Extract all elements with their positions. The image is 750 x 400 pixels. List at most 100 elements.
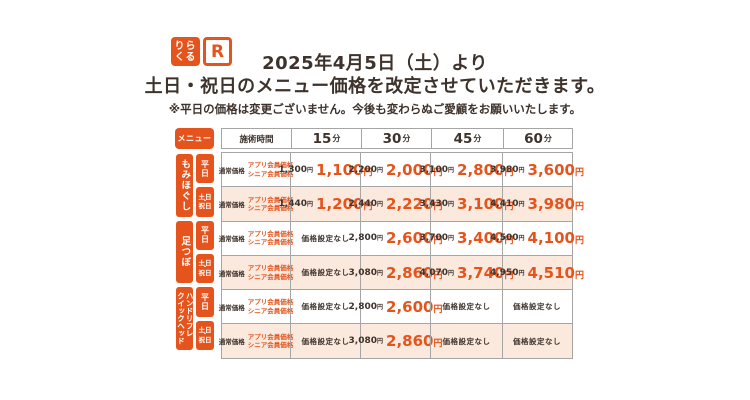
day-label-part: 土日 [198,325,212,334]
no-price-text: 価格設定なし [301,268,350,278]
category-label: もみほぐし [176,154,193,217]
table-row: 通常価格 アプリ会員価格 シニア会員価格 1,300円 1,100円 2,200円 2,00… [219,153,584,187]
yen-suffix: 円 [377,166,384,174]
yen-suffix: 円 [574,167,584,178]
member-price: 4,100円 [527,229,584,248]
duration-number: 60 [524,130,543,147]
yen-suffix: 円 [433,304,443,315]
price-type-cell: 通常価格 アプリ会員価格 シニア会員価格 [218,256,294,289]
yen-suffix: 円 [377,338,384,346]
price-cell: 3,700円 3,400円 [420,221,513,255]
member-price-label: アプリ会員価格 シニア会員価格 [247,161,294,178]
day-label: 平日 [196,220,214,251]
day-label: 土日・祝日 [196,320,214,351]
price-cell: 3,430円 3,100円 [420,187,513,221]
member-price: 3,600円 [527,160,584,179]
price-cell: 2,200円 2,000円 [349,153,442,187]
member-price: 3,400円 [457,229,514,248]
regular-price: 4,410円 [490,198,525,209]
regular-price: 3,430円 [419,198,455,209]
price-type-cell: 通常価格 アプリ会員価格 シニア会員価格 [219,153,294,186]
yen-suffix: 円 [518,166,525,174]
day-label-part: 土日 [198,192,212,201]
table-row: 通常価格 アプリ会員価格 シニア会員価格 価格設定なし 2,800円 2,600円 3,70… [218,220,584,255]
price-cell: 2,800円 2,600円 [349,221,442,255]
price-type-cell: 通常価格 アプリ会員価格 シニア会員価格 [218,222,294,255]
member-price: 3,980円 [527,194,584,213]
table-body: 通常価格 アプリ会員価格 シニア会員価格 1,300円 1,100円 2,200円 2,00… [218,152,584,359]
category-label: 足つぼ [176,220,193,284]
price-cell: 価格設定なし [502,324,571,358]
regular-price-label: 通常価格 [218,303,245,312]
riraku-logo: りら くる R [171,37,232,66]
yen-suffix: 円 [448,235,455,243]
regular-price: 3,080円 [348,336,384,347]
regular-price-label: 通常価格 [218,235,245,244]
no-price-text: 価格設定なし [442,302,491,312]
day-label-part: 祝日 [198,269,212,278]
day-column: 平日 土日・祝日 [196,152,214,219]
no-price-text: 価格設定なし [301,336,350,346]
yen-suffix: 円 [504,236,514,247]
duration-number: 15 [312,130,332,147]
price-cell: 価格設定なし [290,290,360,324]
yen-suffix: 円 [518,200,525,208]
price-cell: 価格設定なし [430,324,502,358]
title-main-line: 土日・祝日のメニュー価格を改定させていただきます。 [144,76,606,97]
yen-suffix: 円 [307,200,314,208]
duration-unit: 分 [402,134,411,143]
price-cell: 価格設定なし [430,290,502,324]
day-label-dot: ・ [201,331,208,339]
duration-header-cell: 15 分 [291,129,361,148]
regular-price: 3,080円 [348,267,384,278]
yen-suffix: 円 [448,200,455,208]
member-price: 2,000円 [386,160,443,179]
day-label-dot: ・ [201,264,208,272]
yen-suffix: 円 [433,167,443,178]
price-cell: 1,300円 1,100円 [279,153,372,187]
yen-suffix: 円 [433,236,443,247]
no-price-text: 価格設定なし [513,336,561,346]
yen-suffix: 円 [377,269,384,277]
logo-r-mark-icon: R [203,37,232,66]
duration-unit: 分 [332,134,341,143]
member-price-label: アプリ会員価格 シニア会員価格 [247,229,294,247]
yen-suffix: 円 [504,201,514,212]
duration-number: 45 [453,130,473,147]
price-type-cell: 通常価格 アプリ会員価格 シニア会員価格 [218,187,294,220]
table-header-row: 施術時間 15 分 30 分 45 分 60 分 [221,128,573,149]
price-cell: 価格設定なし [290,221,360,255]
regular-price: 2,440円 [348,198,384,209]
regular-price-label: 通常価格 [218,269,245,278]
regular-price: 2,800円 [348,233,384,244]
category-group: ハンドリフレ クイックヘッド 平日 土日・祝日 [176,285,214,352]
yen-suffix: 円 [377,200,384,208]
day-label: 土日・祝日 [196,187,214,217]
price-cell: 1,440円 1,200円 [279,187,372,221]
regular-price-label: 通常価格 [218,200,245,209]
table-row: 通常価格 アプリ会員価格 シニア会員価格 1,440円 1,200円 2,440円 2,22… [218,186,584,221]
yen-suffix: 円 [363,167,373,178]
regular-price: 1,300円 [278,164,314,175]
member-price-label: アプリ会員価格 シニア会員価格 [247,195,294,212]
price-cell: 3,080円 2,860円 [349,324,442,358]
price-cell: 4,410円 3,980円 [490,187,584,221]
table-row: 通常価格 アプリ会員価格 シニア会員価格 価格設定なし 3,080円 2,860円 4,07… [218,254,584,290]
price-cell: 4,500円 4,100円 [490,221,584,255]
price-cell: 2,440円 2,220円 [349,187,442,221]
regular-price: 3,700円 [419,233,455,244]
duration-number: 30 [382,130,402,147]
member-price-label: アプリ会員価格 シニア会員価格 [247,332,294,350]
member-price: 1,100円 [316,160,373,179]
duration-unit: 分 [543,134,552,143]
yen-suffix: 円 [518,269,525,277]
title-note: ※平日の価格は変更ございません。今後も変わらぬご愛顧をお願いいたします。 [168,102,582,116]
duration-header-cell: 60 分 [503,129,572,148]
price-table: 施術時間 15 分 30 分 45 分 60 分 通常価格 アプリ会員価格 シニア会員価格 1,300… [218,128,584,359]
regular-price: 3,100円 [419,164,455,175]
yen-suffix: 円 [307,166,314,174]
logo-kana-line2: くる [174,51,197,63]
logo-kana-line1: りら [174,40,197,52]
member-price-label: アプリ会員価格 シニア会員価格 [247,264,294,281]
member-price: 1,200円 [316,194,373,213]
